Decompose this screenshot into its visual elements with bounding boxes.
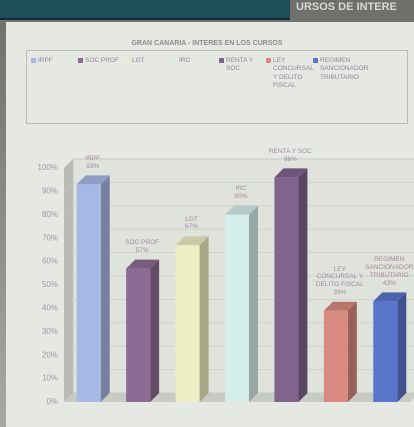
legend-label: IRC [179,57,190,65]
y-tick-label: 60% [42,257,58,266]
data-label-category: RENTA Y SOC [265,148,315,156]
legend-label: REGIMEN SANCIONADOR TRIBUTARIO [320,57,368,82]
y-tick-label: 90% [42,187,58,196]
data-label-category: IRPF [68,155,118,163]
legend-swatch [31,58,36,63]
y-tick-label: 50% [42,280,58,289]
data-label-value: 43% [364,280,414,288]
data-label-value: 80% [216,193,266,201]
bar-side [348,302,357,402]
legend-label: RENTA Y SOC [226,57,266,74]
bar [274,177,298,402]
legend-item: LEY CONCURSAL Y DELITO FISCAL [266,57,313,117]
legend-label: IRPF [38,57,53,65]
bar-side [298,168,307,402]
bar-side [101,175,110,402]
bar [77,184,101,402]
legend-label: LGT [132,57,145,65]
data-label-category: SOC PROF [117,239,167,247]
data-label-category: REGIMEN SANCIONADOR TRIBUTARIO [364,256,414,279]
legend-item: SOC PROF [78,57,125,117]
bar [324,311,348,402]
data-label-value: 96% [265,156,315,164]
bar-side [397,292,406,402]
data-label-category: IRC [216,185,266,193]
legend-swatch [125,58,130,63]
y-tick-label: 100% [38,163,58,172]
y-tick-label: 40% [42,304,58,313]
y-tick-label: 20% [42,350,58,359]
legend-swatch [172,58,177,63]
legend-swatch [78,58,83,63]
y-tick-label: 70% [42,233,58,242]
legend-swatch [219,58,224,63]
y-tick-label: 0% [46,397,58,406]
bar [126,269,150,402]
data-label-value: 57% [117,247,167,255]
chart-title: GRAN CANARIA - INTERES EN LOS CURSOS [0,40,414,47]
screenshot: URSOS DE INTERE 0%10%20%30%40%50%60%70%8… [0,0,414,427]
legend-item: LGT [125,57,172,117]
bar [176,245,200,402]
legend-label: SOC PROF [85,57,119,65]
bar-side [150,260,159,402]
data-label-value: 67% [167,223,217,231]
legend-item: REGIMEN SANCIONADOR TRIBUTARIO [313,57,360,117]
y-tick-label: 30% [42,327,58,336]
legend: IRPF SOC PROF LGT IRC RENTA Y SOC LEY CONCURS… [26,50,408,124]
data-label-value: 93% [68,163,118,171]
legend-item: IRPF [31,57,78,117]
legend-item: RENTA Y SOC [219,57,266,117]
legend-label: LEY CONCURSAL Y DELITO FISCAL [273,57,314,91]
data-label-category: LEY CONCURSAL Y DELITO FISCAL [315,266,365,289]
bar [373,301,397,402]
bar [225,215,249,402]
data-label-category: LGT [167,216,217,224]
data-label-value: 39% [315,289,365,297]
legend-item: IRC [172,57,219,117]
legend-swatch [266,58,271,63]
bar-side [200,236,209,402]
y-tick-label: 10% [42,374,58,383]
y-tick-label: 80% [42,210,58,219]
legend-swatch [313,58,318,63]
bar-side [249,206,258,402]
